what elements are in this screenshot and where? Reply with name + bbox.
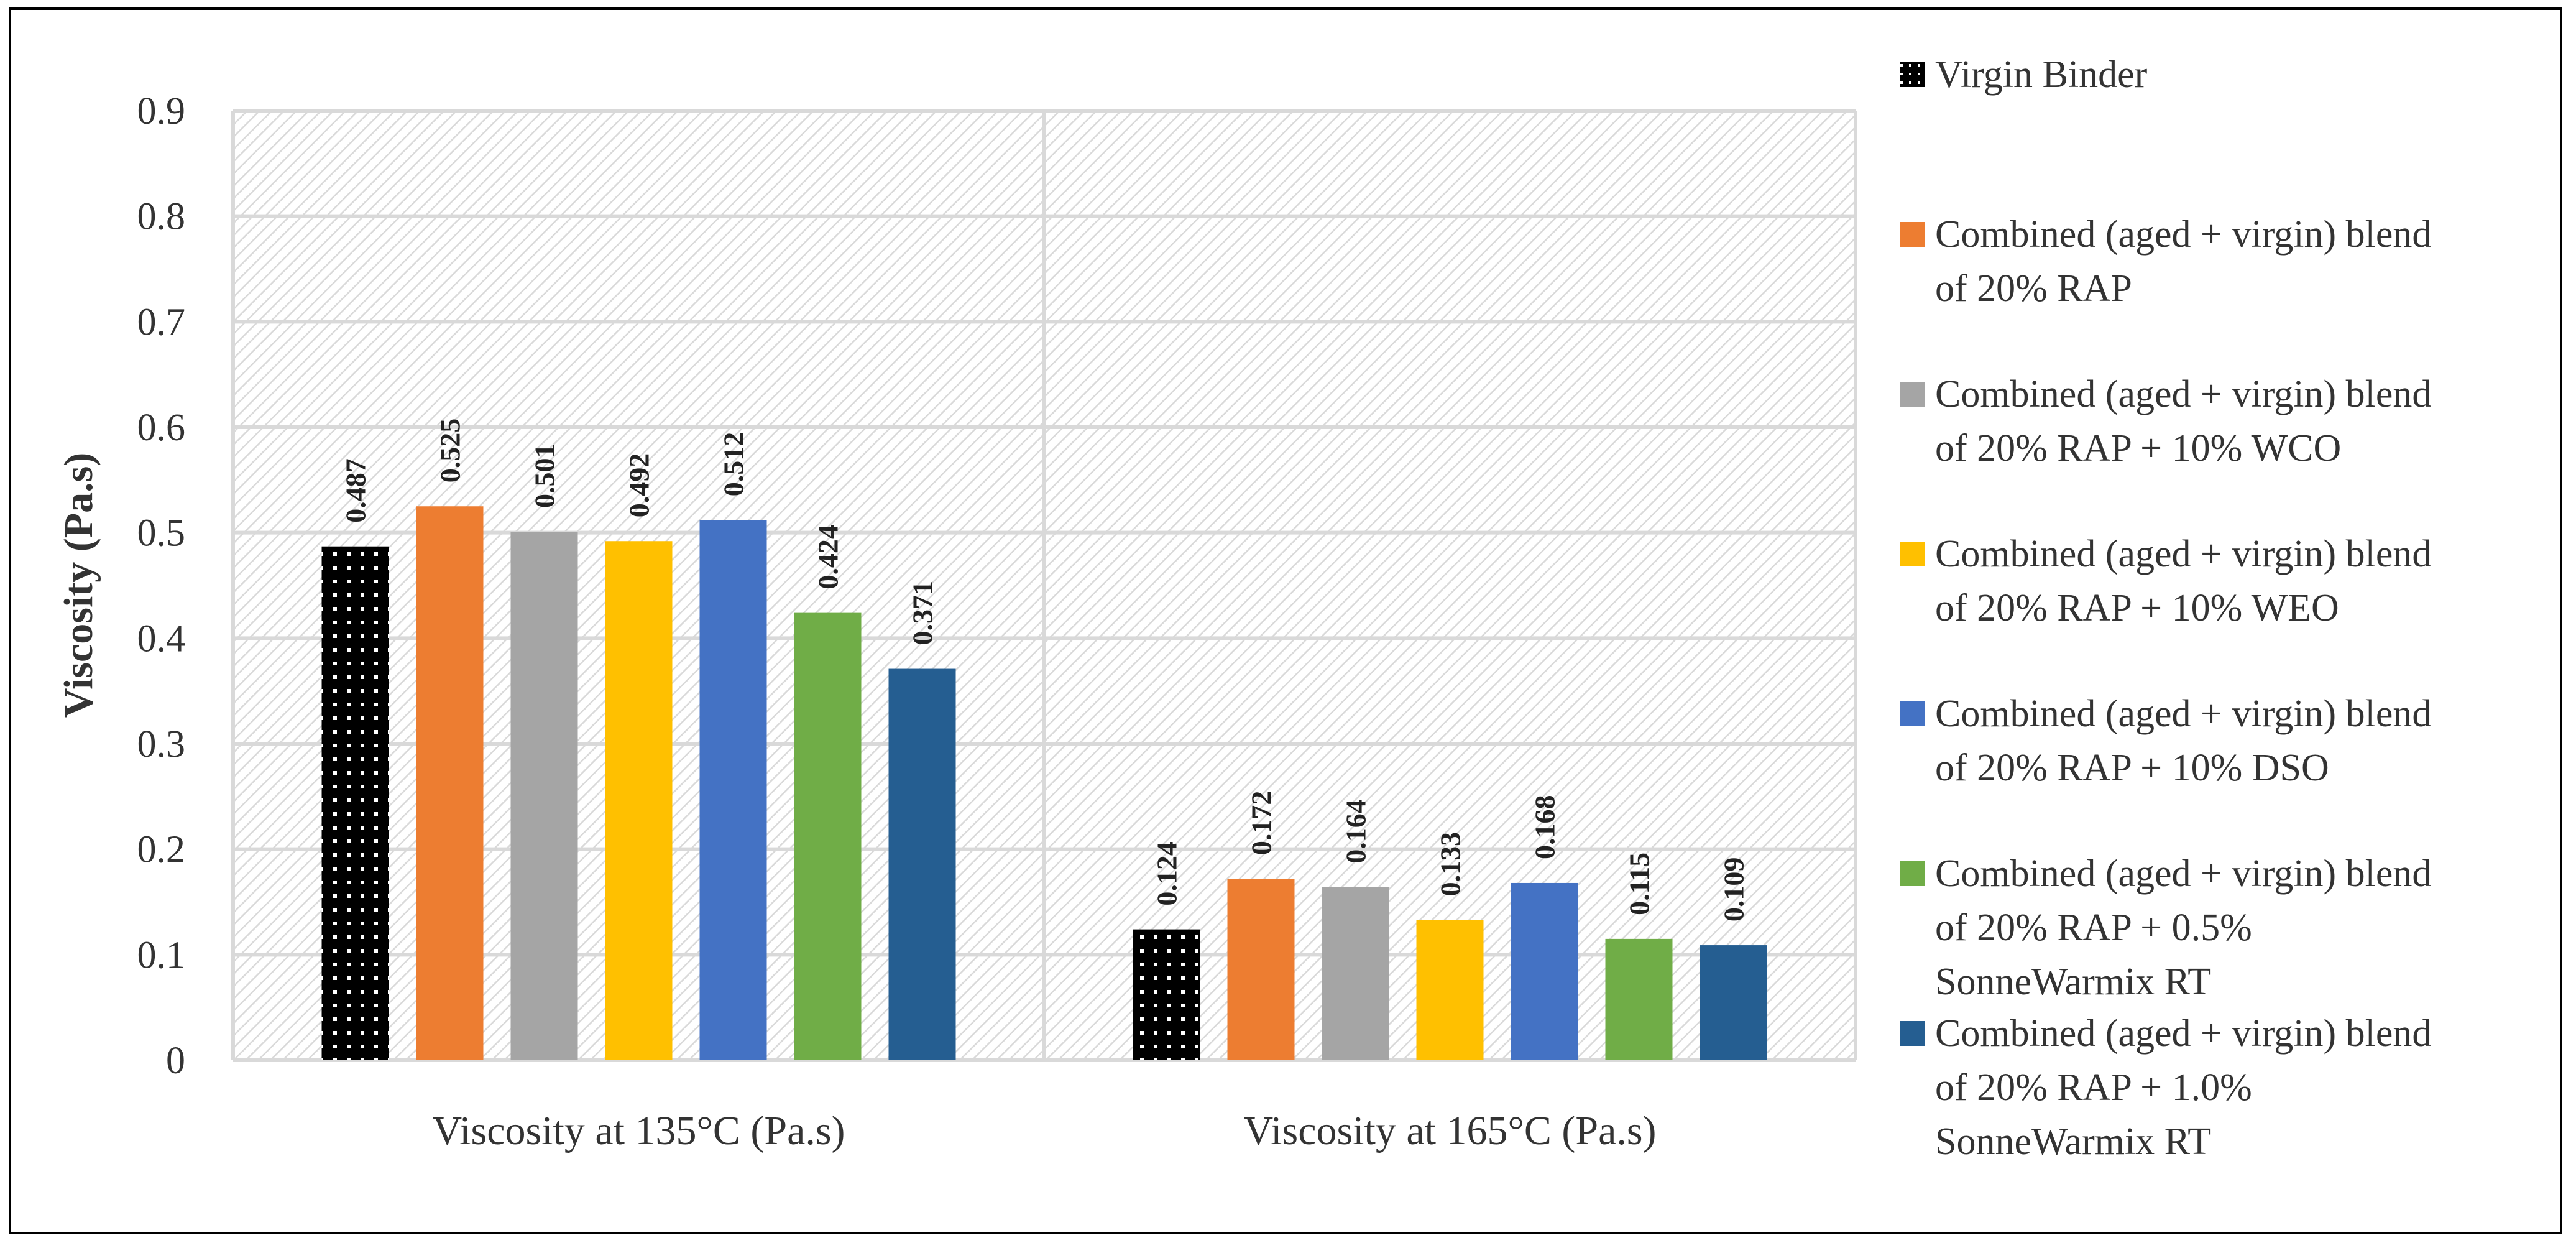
- legend-swatch: [1900, 542, 1925, 566]
- y-tick-label: 0.6: [137, 407, 186, 449]
- legend-label: SonneWarmix RT: [1935, 961, 2211, 1003]
- y-tick-label: 0.1: [137, 934, 186, 976]
- legend-label: of 20% RAP: [1935, 267, 2132, 310]
- legend-label: Combined (aged + virgin) blend: [1935, 693, 2431, 735]
- y-tick-label: 0.5: [137, 512, 186, 555]
- x-category-label: Viscosity at 165°C (Pa.s): [1243, 1108, 1656, 1153]
- y-axis-label: Viscosity (Pa.s): [56, 453, 101, 718]
- legend-swatch: [1900, 701, 1925, 726]
- data-label: 0.168: [1529, 795, 1561, 859]
- data-label: 0.133: [1435, 832, 1466, 897]
- legend-label: Virgin Binder: [1935, 53, 2148, 96]
- y-tick-label: 0: [166, 1040, 185, 1082]
- y-tick-label: 0.9: [137, 90, 186, 132]
- bar: [888, 668, 956, 1060]
- legend-label: Combined (aged + virgin) blend: [1935, 1012, 2431, 1055]
- bar: [605, 541, 673, 1060]
- y-tick-label: 0.3: [137, 723, 186, 765]
- bar: [1700, 945, 1767, 1060]
- data-labels: 0.487 0.124 0.525 0.172 0.501 0.164 0.492 0.133…: [340, 418, 1750, 922]
- data-label: 0.371: [907, 581, 939, 645]
- legend-item: Combined (aged + virgin) blend of 20% RAP…: [1900, 853, 2431, 1003]
- legend-label: of 20% RAP + 10% DSO: [1935, 747, 2329, 789]
- bar: [1605, 938, 1673, 1060]
- legend-item: Virgin Binder: [1900, 53, 2148, 96]
- legend-swatch: [1900, 861, 1925, 886]
- x-category-label: Viscosity at 135°C (Pa.s): [432, 1108, 845, 1153]
- legend-label: Combined (aged + virgin) blend: [1935, 853, 2431, 895]
- bar: [1227, 879, 1295, 1060]
- legend-label: of 20% RAP + 0.5%: [1935, 907, 2252, 949]
- legend-swatch: [1900, 1021, 1925, 1046]
- legend-item: Combined (aged + virgin) blend of 20% RAP: [1900, 213, 2431, 310]
- data-label: 0.124: [1151, 841, 1183, 906]
- bar: [794, 612, 862, 1060]
- data-label: 0.525: [435, 418, 466, 483]
- legend-item: Combined (aged + virgin) blend of 20% RAP…: [1900, 533, 2431, 629]
- legend-item: Combined (aged + virgin) blend of 20% RAP…: [1900, 373, 2431, 469]
- legend-item: Combined (aged + virgin) blend of 20% RAP…: [1900, 693, 2431, 789]
- data-label: 0.501: [529, 443, 561, 508]
- y-tick-label: 0.2: [137, 829, 186, 871]
- legend-label: SonneWarmix RT: [1935, 1121, 2211, 1163]
- bar: [321, 546, 389, 1060]
- legend-label: Combined (aged + virgin) blend: [1935, 213, 2431, 256]
- legend-item: Combined (aged + virgin) blend of 20% RAP…: [1900, 1012, 2431, 1163]
- y-tick-label: 0.4: [137, 617, 186, 660]
- legend-swatch: [1900, 62, 1925, 87]
- data-label: 0.512: [718, 432, 750, 497]
- data-label: 0.109: [1718, 857, 1750, 922]
- bar: [510, 531, 578, 1060]
- data-label: 0.172: [1246, 791, 1277, 856]
- legend-swatch: [1900, 382, 1925, 407]
- y-tick-label: 0.8: [137, 196, 186, 238]
- legend-label: of 20% RAP + 10% WCO: [1935, 427, 2341, 469]
- legend-label: Combined (aged + virgin) blend: [1935, 373, 2431, 415]
- legend-label: of 20% RAP + 10% WEO: [1935, 587, 2339, 629]
- data-label: 0.492: [623, 453, 655, 518]
- legend-label: Combined (aged + virgin) blend: [1935, 533, 2431, 575]
- bar: [1133, 929, 1200, 1060]
- bar: [1322, 887, 1389, 1060]
- legend: Virgin Binder Combined (aged + virgin) bl…: [1900, 53, 2431, 1163]
- data-label: 0.115: [1624, 853, 1655, 915]
- legend-swatch: [1900, 222, 1925, 247]
- gridlines: [231, 109, 1857, 1062]
- bar: [699, 520, 767, 1060]
- bar: [1511, 882, 1578, 1060]
- x-axis-categories: Viscosity at 135°C (Pa.s) Viscosity at 16…: [432, 1108, 1656, 1153]
- bar: [416, 506, 484, 1060]
- data-label: 0.164: [1340, 799, 1372, 864]
- y-axis-ticks: 0 0.1 0.2 0.3 0.4 0.5 0.6 0.7 0.8 0.9: [137, 90, 186, 1082]
- legend-label: of 20% RAP + 1.0%: [1935, 1066, 2252, 1109]
- bar: [1416, 920, 1484, 1060]
- y-tick-label: 0.7: [137, 301, 186, 343]
- data-label: 0.424: [812, 525, 844, 589]
- data-label: 0.487: [340, 458, 372, 523]
- bars: [321, 506, 1767, 1060]
